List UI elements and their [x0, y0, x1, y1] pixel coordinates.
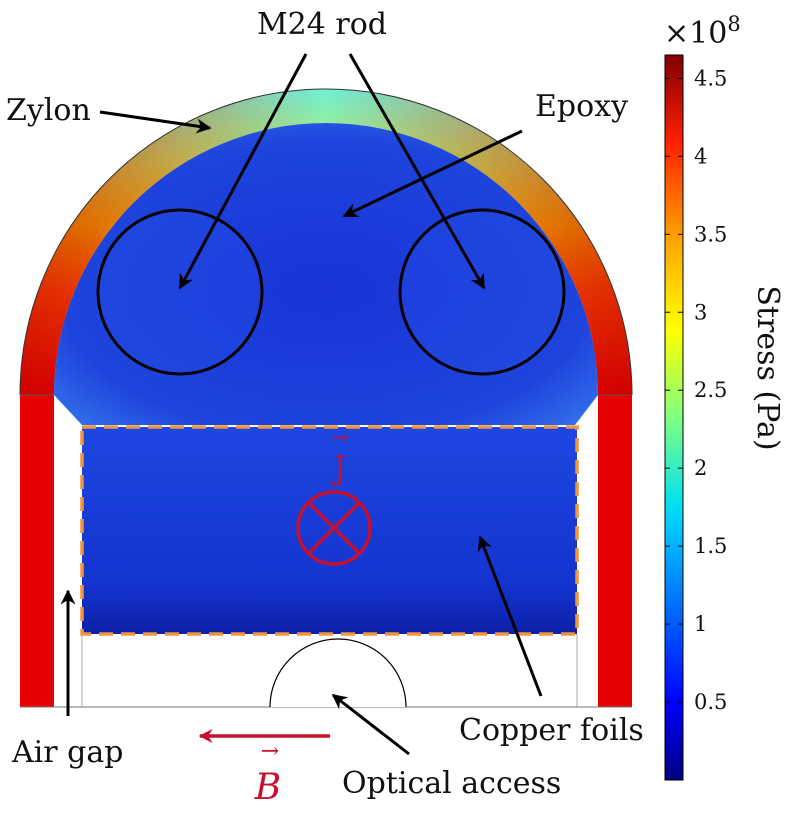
label-copper-foils: Copper foils [459, 713, 644, 748]
colorbar-title: Stress (Pa) [750, 285, 785, 450]
colorbar-tick-label: 1.5 [694, 534, 727, 558]
m24-rod-left [96, 208, 264, 376]
colorbar-ticks: 0.5 1 1.5 2 2.5 3 3.5 4 4.5 [665, 66, 727, 714]
zylon-right-bar [598, 395, 632, 707]
colorbar-multiplier: ×108 [664, 12, 741, 51]
copper-foils-outline [80, 425, 579, 636]
label-m24-rod: M24 rod [257, 7, 387, 42]
label-air-gap: Air gap [11, 735, 123, 770]
arrow-m24-right [348, 53, 486, 290]
colorbar-tick-label: 2.5 [694, 378, 727, 402]
colorbar-tick-label: 1 [694, 612, 707, 636]
colorbar-exponent: 8 [727, 12, 740, 36]
label-epoxy: Epoxy [535, 89, 628, 124]
arrow-optical-access [331, 693, 410, 756]
colorbar-tick-label: 4 [694, 144, 707, 168]
epoxy-region [54, 123, 598, 425]
current-density-label: J [331, 449, 347, 487]
magnetic-field-label: B [254, 767, 281, 808]
arrow-m24-left [178, 53, 308, 290]
m24-rod-right [398, 208, 566, 376]
label-zylon: Zylon [6, 93, 91, 128]
optical-access-window [269, 638, 407, 708]
label-optical-access: Optical access [342, 766, 561, 801]
current-density-symbol [296, 490, 372, 566]
colorbar-tick-label: 2 [694, 456, 707, 480]
colorbar-tick-label: 0.5 [694, 690, 727, 714]
arrow-zylon [99, 110, 212, 134]
colorbar-tick-label: 4.5 [694, 66, 727, 90]
zylon-shell-edge-shading [20, 89, 632, 395]
colorbar-scale [664, 54, 684, 781]
current-density-arrow-glyph: → [332, 425, 349, 449]
colorbar-tick-label: 3.5 [694, 222, 727, 246]
magnetic-field-arrow-glyph: → [261, 739, 279, 764]
zylon-left-bar [20, 395, 54, 707]
arrow-epoxy [342, 129, 523, 218]
arrow-copper-foils [477, 535, 543, 697]
colorbar-tick-label: 3 [694, 300, 707, 324]
zylon-shell-outline [19, 88, 633, 396]
